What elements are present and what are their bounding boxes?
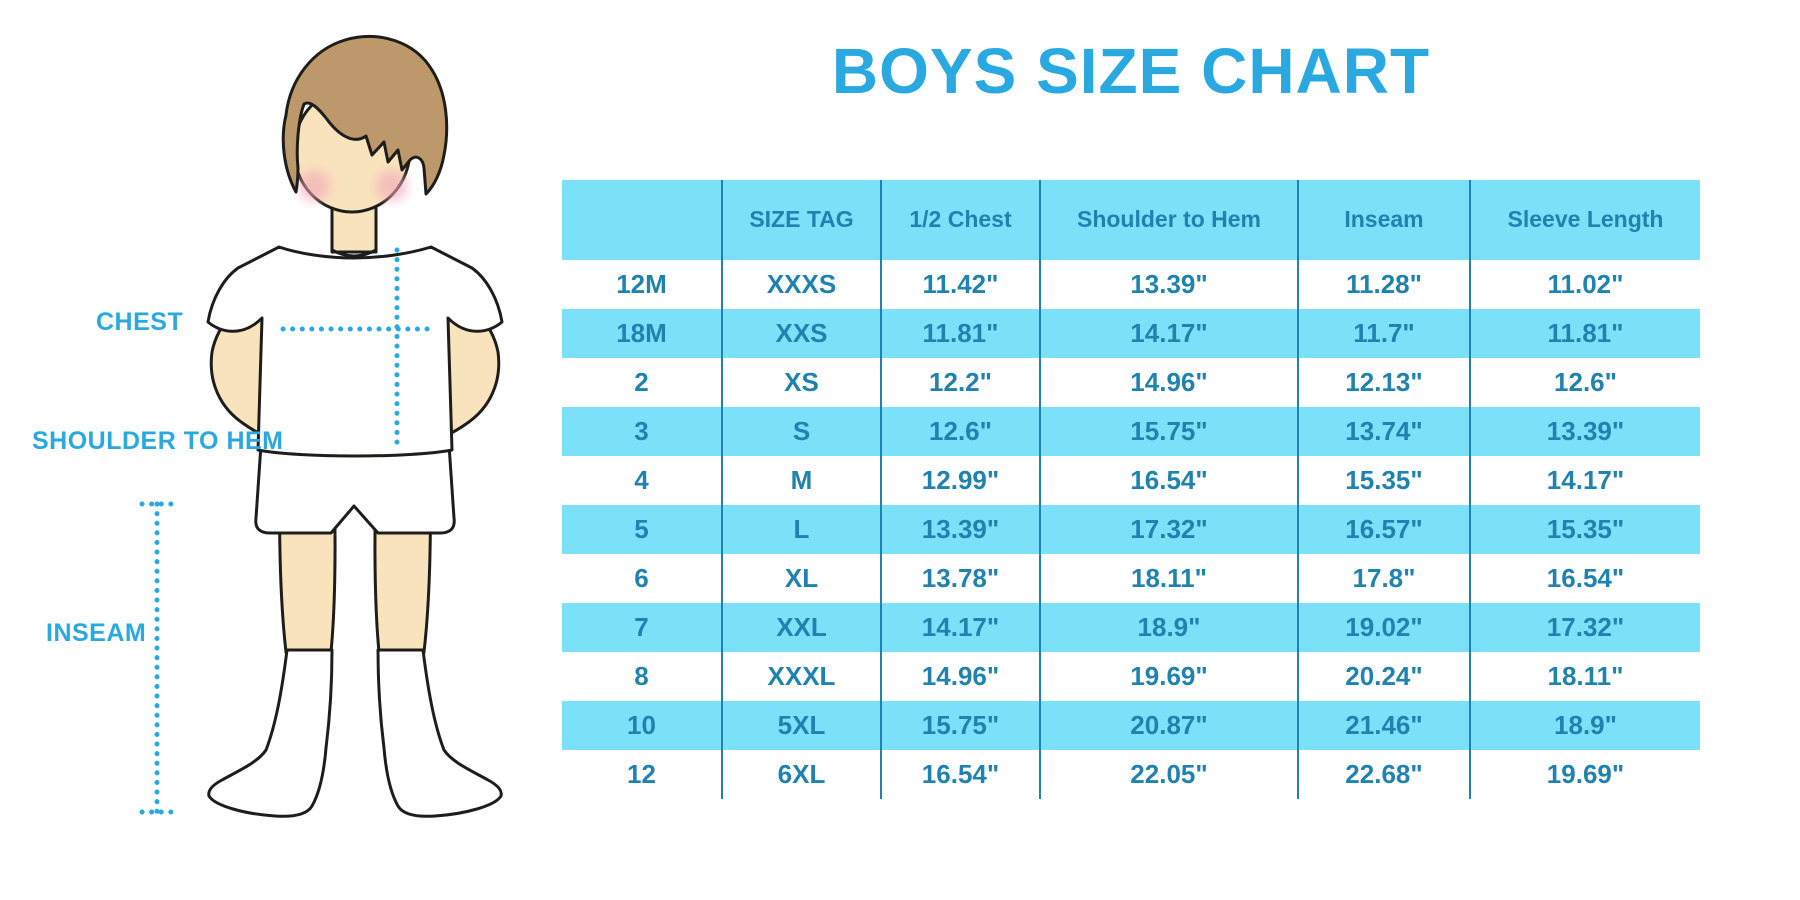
table-cell: 12.6"	[880, 407, 1040, 456]
table-cell: 12.6"	[1469, 358, 1700, 407]
table-header: SIZE TAG 1/2 Chest Shoulder to Hem Inseam Sl…	[562, 180, 1700, 260]
table-cell: M	[721, 456, 881, 505]
header-row: SIZE TAG 1/2 Chest Shoulder to Hem Inseam Sl…	[562, 180, 1700, 260]
table-row: 12M XXXS 11.42" 13.39" 11.28" 11.02"	[562, 260, 1700, 309]
column-header: Shoulder to Hem	[1039, 180, 1298, 260]
table-row: 10 5XL 15.75" 20.87" 21.46" 18.9"	[562, 701, 1700, 750]
table-cell: 11.81"	[1469, 309, 1700, 358]
boy-figure-illustration	[139, 35, 504, 818]
table-body: 12M XXXS 11.42" 13.39" 11.28" 11.02" 18M XXS 11.…	[562, 260, 1700, 799]
table-row: 12 6XL 16.54" 22.05" 22.68" 19.69"	[562, 750, 1700, 799]
table-cell: 16.57"	[1297, 505, 1470, 554]
table-cell: 17.8"	[1297, 554, 1470, 603]
table-cell: S	[721, 407, 881, 456]
table-cell: 17.32"	[1039, 505, 1298, 554]
inseam-measure-line	[139, 501, 175, 815]
table-cell: 11.02"	[1469, 260, 1700, 309]
table-cell: L	[721, 505, 881, 554]
table-cell: 15.35"	[1297, 456, 1470, 505]
table-cell: XS	[721, 358, 881, 407]
table-cell: 12.99"	[880, 456, 1040, 505]
table-cell: XXXL	[721, 652, 881, 701]
shoulder-to-hem-label: SHOULDER TO HEM	[32, 427, 284, 455]
page-title: BOYS SIZE CHART	[831, 35, 1431, 107]
table-cell: 6XL	[721, 750, 881, 799]
table-row: 5 L 13.39" 17.32" 16.57" 15.35"	[562, 505, 1700, 554]
table-cell: 18.11"	[1039, 554, 1298, 603]
table-cell: 11.28"	[1297, 260, 1470, 309]
column-header: Inseam	[1297, 180, 1470, 260]
size-row-label: 8	[634, 661, 649, 691]
table-cell: 11.7"	[1297, 309, 1470, 358]
table-cell: 20.87"	[1039, 701, 1298, 750]
column-header: SIZE TAG	[721, 180, 881, 260]
inseam-label: INSEAM	[46, 619, 147, 647]
table-row: 18M XXS 11.81" 14.17" 11.7" 11.81"	[562, 309, 1700, 358]
table-cell: 14.96"	[880, 652, 1040, 701]
chest-label: CHEST	[96, 308, 184, 336]
size-row-label: 12M	[616, 269, 667, 299]
size-row-label: 6	[634, 563, 649, 593]
table-cell: 12.2"	[880, 358, 1040, 407]
size-row-label: 4	[634, 465, 649, 495]
table-cell: 22.05"	[1039, 750, 1298, 799]
table-cell: 16.54"	[1469, 554, 1700, 603]
table-cell: 14.17"	[1039, 309, 1298, 358]
table-cell: 13.39"	[1469, 407, 1700, 456]
row-label-column-header	[562, 180, 722, 260]
table-cell: 19.69"	[1469, 750, 1700, 799]
table-cell: 22.68"	[1297, 750, 1470, 799]
table-cell: 21.46"	[1297, 701, 1470, 750]
size-row-label: 5	[562, 505, 722, 554]
size-chart-table: SIZE TAG 1/2 Chest Shoulder to Hem Inseam Sl…	[562, 180, 1700, 799]
table-cell: 11.81"	[880, 309, 1040, 358]
size-row-label: 12	[627, 759, 656, 789]
table-cell: 16.54"	[880, 750, 1040, 799]
table-cell: 13.39"	[1039, 260, 1298, 309]
table-cell: 20.24"	[1297, 652, 1470, 701]
table-row: 3 S 12.6" 15.75" 13.74" 13.39"	[562, 407, 1700, 456]
table-cell: 18.9"	[1469, 701, 1700, 750]
table-cell: 15.75"	[1039, 407, 1298, 456]
table-cell: XXXS	[721, 260, 881, 309]
table-cell: 19.69"	[1039, 652, 1298, 701]
table-row: 4 M 12.99" 16.54" 15.35" 14.17"	[562, 456, 1700, 505]
table-cell: 18.11"	[1469, 652, 1700, 701]
column-header: 1/2 Chest	[880, 180, 1040, 260]
table-cell: XL	[721, 554, 881, 603]
table-cell: 14.17"	[880, 603, 1040, 652]
size-row-label: 3	[562, 407, 722, 456]
table-cell: 16.54"	[1039, 456, 1298, 505]
table-row: 7 XXL 14.17" 18.9" 19.02" 17.32"	[562, 603, 1700, 652]
table-cell: 13.74"	[1297, 407, 1470, 456]
table-row: 2 XS 12.2" 14.96" 12.13" 12.6"	[562, 358, 1700, 407]
table-cell: 15.75"	[880, 701, 1040, 750]
table-cell: 11.42"	[880, 260, 1040, 309]
table-cell: 14.17"	[1469, 456, 1700, 505]
column-header: Sleeve Length	[1469, 180, 1700, 260]
table-cell: 18.9"	[1039, 603, 1298, 652]
table-cell: 12.13"	[1297, 358, 1470, 407]
table-cell: 13.39"	[880, 505, 1040, 554]
table-cell: 13.78"	[880, 554, 1040, 603]
table-cell: 14.96"	[1039, 358, 1298, 407]
table-row: 8 XXXL 14.96" 19.69" 20.24" 18.11"	[562, 652, 1700, 701]
table-cell: 19.02"	[1297, 603, 1470, 652]
table-cell: XXL	[721, 603, 881, 652]
table-cell: 5XL	[721, 701, 881, 750]
size-row-label: 2	[634, 367, 649, 397]
measurement-diagram: CHEST SHOULDER TO HEM INSEAM	[0, 0, 560, 900]
table-cell: 15.35"	[1469, 505, 1700, 554]
size-row-label: 7	[562, 603, 722, 652]
size-row-label: 18M	[562, 309, 722, 358]
size-row-label: 10	[562, 701, 722, 750]
table-cell: XXS	[721, 309, 881, 358]
table-row: 6 XL 13.78" 18.11" 17.8" 16.54"	[562, 554, 1700, 603]
table-cell: 17.32"	[1469, 603, 1700, 652]
